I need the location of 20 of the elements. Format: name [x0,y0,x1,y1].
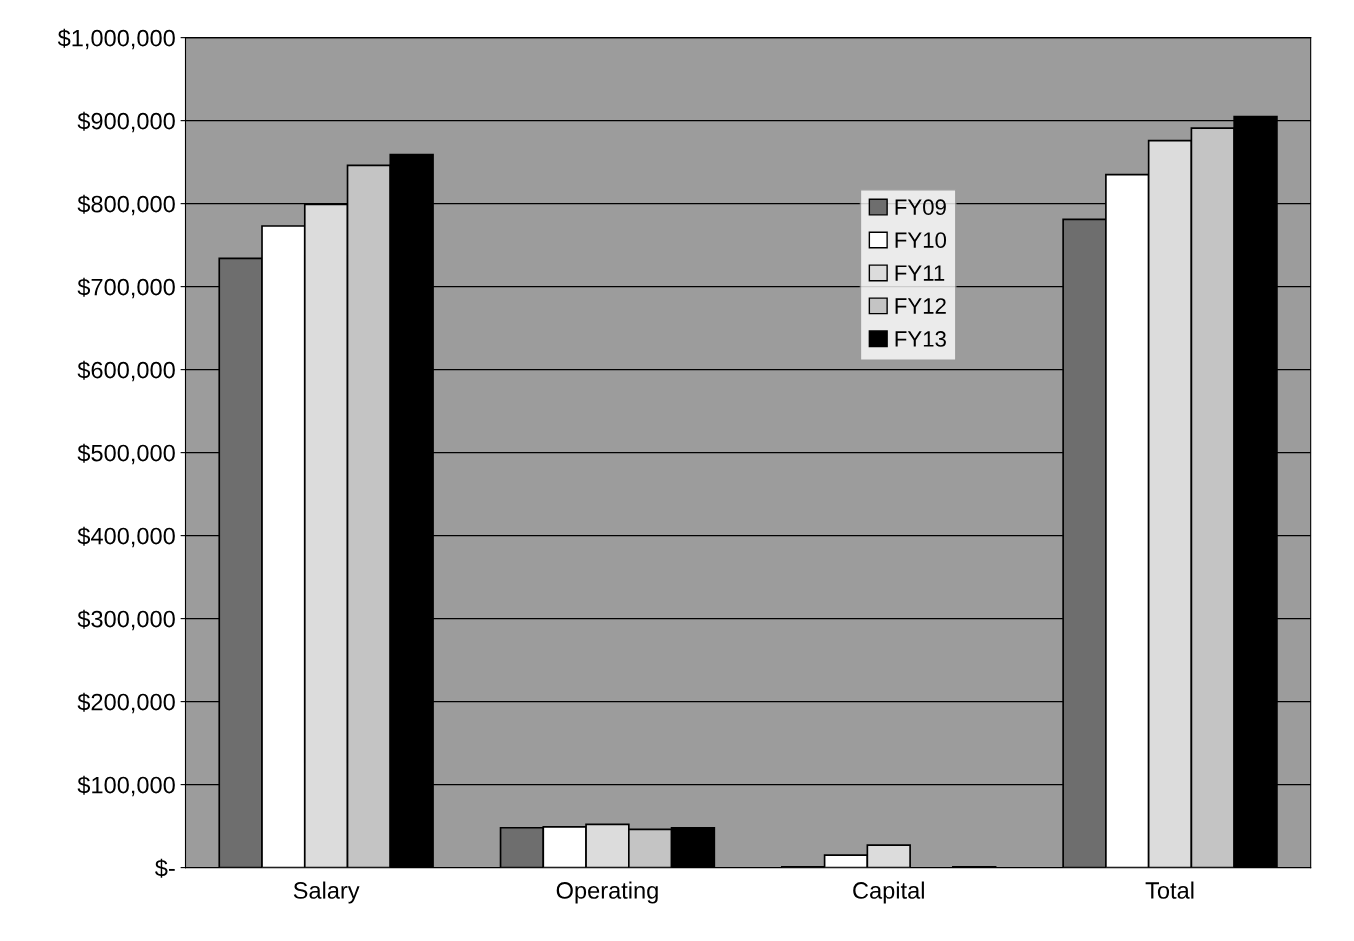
x-tick-label: Operating [556,881,658,904]
y-tick-label: $400,000 [77,526,175,548]
legend-label: FY12 [895,298,946,314]
legend-label: FY13 [895,331,946,347]
y-tick-label: $900,000 [77,111,175,133]
x-tick-label: Total [1145,881,1194,899]
y-tick-label: $500,000 [77,443,175,465]
y-tick-label: $700,000 [77,277,175,299]
legend-label: FY10 [895,232,947,248]
x-tick-label: Salary [293,881,360,904]
y-tick-label: $800,000 [77,194,175,216]
y-tick-label: $100,000 [77,775,175,797]
y-tick-label: $200,000 [77,692,175,714]
legend-label: FY11 [895,265,945,281]
x-tick-label: Capital [853,881,924,904]
y-tick-label: $1,000,000 [57,28,175,50]
y-tick-label: $- [155,858,175,878]
y-tick-label: $600,000 [77,360,175,382]
legend-label: FY09 [895,199,946,216]
y-tick-label: $300,000 [77,609,175,631]
